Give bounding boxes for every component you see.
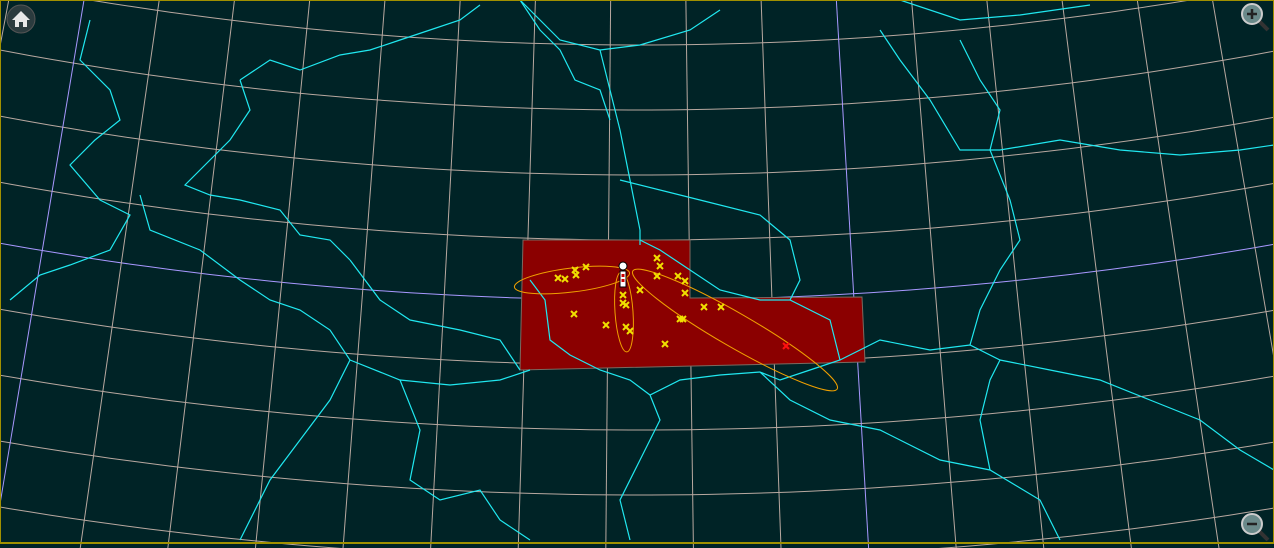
border-line	[9, 19, 131, 301]
home-button[interactable]	[6, 4, 36, 34]
event-marker	[674, 272, 682, 280]
border-line	[529, 279, 761, 396]
event-marker	[602, 321, 610, 329]
meridian-line	[911, 0, 957, 548]
parallel-line	[0, 506, 1274, 548]
border-line	[899, 0, 1091, 21]
meridian-line	[342, 0, 386, 548]
event-marker	[626, 327, 634, 335]
meridian-line	[254, 0, 311, 548]
event-marker	[700, 303, 708, 311]
border-line	[959, 39, 1021, 346]
event-marker	[570, 310, 578, 318]
border-line	[839, 339, 1274, 471]
border-line	[999, 139, 1274, 156]
parallel-line	[0, 374, 1274, 431]
border-line	[349, 359, 531, 386]
home-icon	[6, 4, 36, 34]
meridian-line	[1061, 0, 1132, 548]
parallel-line	[0, 181, 1274, 241]
border-line	[349, 259, 521, 371]
parallel-line	[0, 49, 1274, 111]
error-ellipse	[631, 268, 839, 392]
event-marker-alert	[782, 342, 790, 350]
border-line	[399, 379, 531, 541]
meridian-line	[760, 0, 782, 548]
border-line	[519, 0, 641, 245]
parallel-line	[87, 0, 1193, 46]
event-marker	[717, 303, 725, 311]
meridian-line	[835, 0, 870, 548]
border-line	[599, 9, 721, 51]
event-marker	[681, 289, 689, 297]
border-line	[979, 359, 1001, 471]
region-polygon	[519, 239, 866, 371]
meridian-line	[79, 0, 160, 548]
border-line	[519, 0, 611, 121]
parallel-line	[0, 440, 1274, 496]
highlighted-region	[519, 239, 866, 371]
event-marker	[636, 286, 644, 294]
country-borders	[9, 0, 1274, 541]
event-marker	[661, 340, 669, 348]
event-marker	[554, 274, 562, 282]
magnifier-minus-icon	[1241, 513, 1270, 542]
event-marker	[653, 272, 661, 280]
magnifier-plus-icon	[1241, 3, 1270, 32]
zoom-out-button[interactable]	[1240, 512, 1270, 542]
border-line	[239, 4, 481, 81]
meridian-line	[430, 0, 461, 548]
zoom-in-button[interactable]	[1240, 2, 1270, 32]
event-markers	[554, 254, 790, 350]
border-line	[759, 371, 1061, 541]
event-marker	[561, 275, 569, 283]
event-marker	[656, 262, 664, 270]
border-line	[139, 194, 351, 541]
meridian-line	[0, 0, 85, 508]
meridian-line	[1136, 0, 1220, 548]
border-line	[879, 29, 1000, 151]
border-line	[619, 179, 801, 301]
event-marker	[681, 277, 689, 285]
error-ellipse	[513, 265, 631, 295]
event-marker	[572, 271, 580, 279]
meridian-line	[986, 0, 1045, 548]
event-marker	[619, 291, 627, 299]
border-line	[183, 79, 351, 261]
meridian-line	[1212, 0, 1274, 362]
meridian-line	[167, 0, 235, 548]
event-marker	[653, 254, 661, 262]
station-icon[interactable]	[618, 261, 628, 288]
parallel-line	[0, 115, 1274, 176]
event-marker	[622, 301, 630, 309]
border-line	[619, 394, 661, 541]
event-marker	[679, 315, 687, 323]
event-marker	[582, 263, 590, 271]
